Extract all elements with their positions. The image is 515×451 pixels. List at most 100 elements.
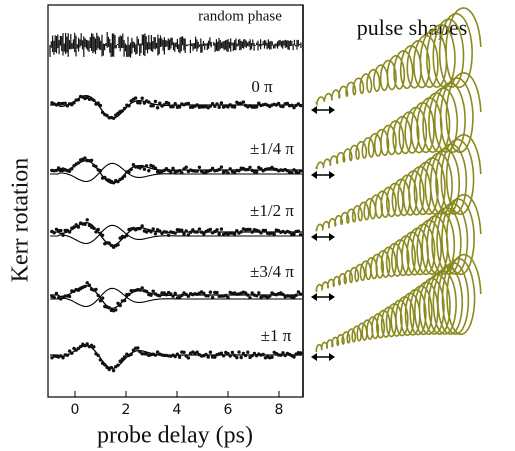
data-dot	[144, 164, 149, 168]
data-dot	[246, 350, 250, 354]
data-dot	[248, 296, 252, 300]
data-dot	[100, 110, 105, 115]
data-dot	[243, 291, 248, 295]
data-dot	[298, 351, 303, 355]
x-tick-label: 0	[71, 402, 80, 418]
data-dot	[221, 354, 226, 358]
data-dot	[298, 103, 303, 108]
data-dot	[226, 295, 230, 300]
data-dot	[206, 355, 210, 359]
data-dot	[254, 294, 259, 298]
data-dot	[122, 298, 127, 303]
data-dot	[248, 227, 252, 232]
data-dot	[76, 225, 81, 229]
data-dot	[92, 226, 96, 230]
data-dot	[116, 301, 120, 305]
data-dot	[131, 348, 136, 352]
data-dot	[298, 233, 303, 237]
data-dot	[98, 169, 103, 173]
data-dot	[72, 225, 76, 229]
data-dot	[67, 294, 72, 299]
data-dot	[116, 363, 120, 367]
data-dot	[197, 227, 202, 231]
y-axis-label: Kerr rotation	[8, 158, 34, 283]
data-dot	[195, 350, 199, 354]
pulse-helix	[315, 7, 482, 107]
data-dot	[208, 350, 213, 354]
data-dot	[241, 100, 246, 104]
data-dot	[210, 166, 215, 170]
data-dot	[281, 104, 285, 109]
data-dot	[296, 290, 301, 294]
data-dot	[153, 232, 158, 236]
data-dot	[147, 100, 151, 104]
data-dot	[94, 164, 98, 169]
data-dot	[155, 350, 160, 354]
data-dot	[94, 230, 98, 234]
data-dot	[111, 368, 116, 373]
data-dot	[169, 170, 173, 174]
data-dot	[246, 167, 250, 172]
data-dot	[127, 104, 131, 108]
data-dot	[129, 352, 133, 356]
data-dot	[149, 230, 153, 234]
data-dot	[210, 295, 215, 300]
data-dot	[76, 346, 81, 351]
data-dot	[219, 227, 224, 231]
data-dot	[208, 227, 213, 232]
x-tick-label: 2	[122, 402, 131, 418]
data-dot	[96, 293, 100, 298]
data-dot	[65, 353, 70, 357]
data-dot	[120, 176, 125, 180]
data-dot	[122, 106, 127, 111]
data-dot	[177, 355, 182, 359]
data-dot	[98, 358, 103, 362]
data-dot	[226, 105, 230, 109]
data-dot	[177, 295, 182, 300]
data-dot	[169, 292, 173, 296]
data-dot	[87, 283, 92, 287]
data-dot	[131, 163, 136, 167]
data-dot	[63, 101, 67, 106]
data-dot	[85, 218, 89, 222]
data-dot	[59, 228, 63, 233]
data-dot	[158, 229, 162, 233]
x-axis-label: probe delay (ps)	[97, 423, 253, 449]
data-dot	[67, 230, 72, 234]
data-dot	[217, 167, 221, 172]
data-dot	[202, 291, 206, 295]
data-dot	[232, 232, 237, 236]
data-dot	[208, 290, 213, 294]
data-dot	[72, 101, 76, 105]
pulse-helix	[315, 193, 482, 292]
data-dot	[257, 101, 261, 105]
trace-label: ±1/4 π	[250, 139, 294, 158]
data-dot	[213, 104, 217, 109]
data-dot	[195, 169, 199, 173]
data-dot	[237, 169, 241, 173]
data-dot	[268, 294, 272, 298]
data-dot	[52, 231, 56, 235]
data-dot	[74, 223, 78, 227]
data-dot	[180, 171, 184, 175]
data-dot	[259, 231, 263, 235]
data-dot	[204, 352, 208, 357]
data-dot	[138, 226, 142, 231]
data-dot	[173, 231, 177, 235]
data-dot	[125, 233, 129, 238]
data-dot	[162, 103, 166, 107]
data-dot	[246, 293, 250, 297]
data-dot	[270, 355, 274, 359]
data-dot	[252, 351, 257, 356]
data-dot	[292, 168, 296, 172]
data-dot	[298, 169, 303, 173]
data-dot	[259, 167, 263, 171]
data-dot	[171, 105, 175, 109]
data-dot	[217, 232, 221, 236]
data-dot	[59, 354, 63, 358]
data-dot	[83, 284, 87, 289]
data-dot	[263, 228, 268, 233]
data-dot	[98, 231, 103, 235]
x-tick-label: 8	[275, 402, 284, 418]
